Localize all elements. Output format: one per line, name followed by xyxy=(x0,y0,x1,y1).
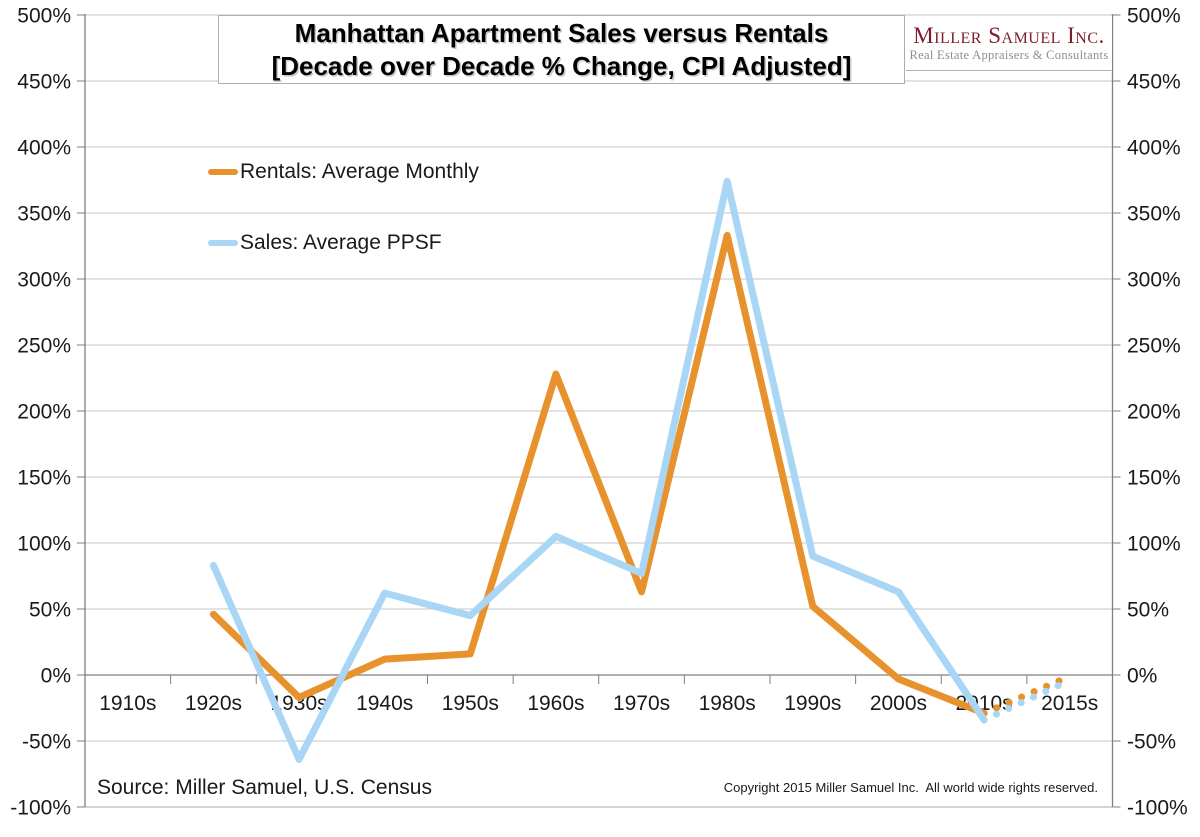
series-projection-rentals xyxy=(980,672,1074,717)
y-tick-label-right: 400% xyxy=(1127,137,1181,160)
y-tick-label-left: 500% xyxy=(17,5,71,28)
series xyxy=(209,177,1074,763)
logo-company-name: Miller Samuel Inc. xyxy=(913,23,1105,48)
x-tick-label: 1980s xyxy=(699,692,756,715)
x-tick-label: 1990s xyxy=(784,692,841,715)
x-tick-label: 1940s xyxy=(356,692,413,715)
y-tick-label-left: 400% xyxy=(17,137,71,160)
y-tick-label-left: 450% xyxy=(17,71,71,94)
chart-title: Manhattan Apartment Sales versus Rentals… xyxy=(218,15,905,84)
x-tick-label: 2015s xyxy=(1041,692,1098,715)
x-tick-label: 1950s xyxy=(442,692,499,715)
y-tick-label-right: 350% xyxy=(1127,203,1181,226)
y-tick-label-right: 300% xyxy=(1127,269,1181,292)
series-line-sales xyxy=(209,177,988,763)
series-projection-sales xyxy=(980,676,1074,724)
y-tick-label-left: 50% xyxy=(29,599,71,622)
y-tick-label-left: 0% xyxy=(41,665,71,688)
y-tick-label-right: 200% xyxy=(1127,401,1181,424)
y-tick-label-right: 250% xyxy=(1127,335,1181,358)
chart-title-line1: Manhattan Apartment Sales versus Rentals xyxy=(294,18,829,48)
miller-samuel-logo: Miller Samuel Inc. Real Estate Appraiser… xyxy=(906,16,1112,71)
copyright-note: Copyright 2015 Miller Samuel Inc. All wo… xyxy=(723,780,1098,795)
x-tick-label: 1910s xyxy=(99,692,156,715)
logo-tagline: Real Estate Appraisers & Consultants xyxy=(909,48,1109,62)
x-tick-label: 1920s xyxy=(185,692,242,715)
y-tick-label-right: 0% xyxy=(1127,665,1157,688)
y-tick-label-right: 450% xyxy=(1127,71,1181,94)
y-tick-label-left: 150% xyxy=(17,467,71,490)
y-tick-label-right: 50% xyxy=(1127,599,1169,622)
y-tick-label-right: 150% xyxy=(1127,467,1181,490)
axes xyxy=(77,14,1121,808)
chart-title-line2: [Decade over Decade % Change, CPI Adjust… xyxy=(271,51,852,81)
y-tick-label-right: -50% xyxy=(1127,731,1176,754)
y-tick-label-left: -50% xyxy=(22,731,71,754)
y-tick-label-right: -100% xyxy=(1127,797,1188,820)
y-tick-label-left: 200% xyxy=(17,401,71,424)
y-tick-label-right: 500% xyxy=(1127,5,1181,28)
x-tick-label: 1930s xyxy=(270,692,327,715)
x-tick-label: 2000s xyxy=(870,692,927,715)
series-line-rentals xyxy=(209,231,988,717)
gridlines xyxy=(85,14,1113,808)
x-tick-label: 1960s xyxy=(527,692,584,715)
y-tick-label-left: 300% xyxy=(17,269,71,292)
y-tick-label-left: 350% xyxy=(17,203,71,226)
x-tick-label: 1970s xyxy=(613,692,670,715)
y-tick-label-left: 250% xyxy=(17,335,71,358)
y-tick-label-right: 100% xyxy=(1127,533,1181,556)
y-tick-label-left: -100% xyxy=(10,797,71,820)
y-tick-label-left: 100% xyxy=(17,533,71,556)
axis-labels: 500% 500% 450% 450% 400% 400% 350% 350% 300% 300%… xyxy=(10,5,1187,820)
source-note: Source: Miller Samuel, U.S. Census xyxy=(97,776,432,799)
